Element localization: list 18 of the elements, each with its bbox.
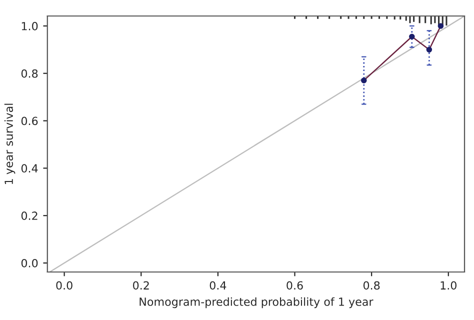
y-tick-label: 0.6 (21, 116, 38, 126)
x-tick-label: 0.0 (56, 281, 72, 290)
y-tick-label: 1.0 (22, 22, 38, 30)
x-tick-label: 0.8 (363, 281, 380, 290)
y-tick-label: 0.4 (21, 164, 38, 173)
point (426, 46, 432, 53)
x-axis-title: Nomogram-predicted probability of 1 year (140, 297, 374, 308)
x-tick-label: 0.4 (210, 281, 226, 290)
y-tick-label: 0.0 (21, 258, 38, 268)
x-tick-label: 0.6 (286, 281, 303, 290)
x-tick-label: 0.2 (133, 281, 149, 290)
y-tick-label: 0.8 (21, 69, 38, 78)
x-tick-label: 1.0 (440, 281, 456, 290)
y-axis-title: 1 year survival (4, 104, 16, 184)
point (438, 23, 444, 29)
point (409, 34, 415, 40)
point (361, 78, 367, 84)
y-tick-label: 0.2 (21, 212, 38, 220)
